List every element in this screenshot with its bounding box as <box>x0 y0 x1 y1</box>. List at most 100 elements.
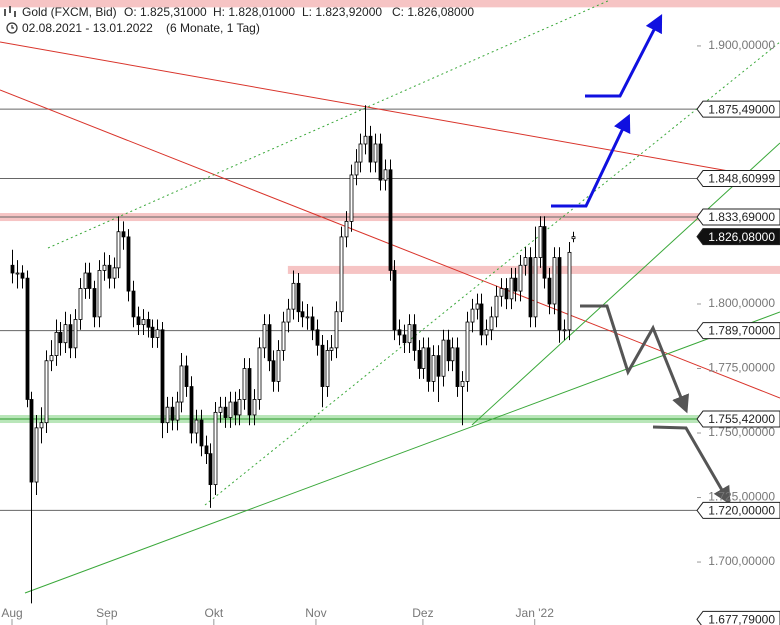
candle-body <box>179 365 184 403</box>
candle-body <box>44 360 49 424</box>
candle-body <box>397 329 402 336</box>
candle-body <box>571 236 576 240</box>
level-label: 1.720,00000 <box>708 504 775 518</box>
level-label: 1.875,49000 <box>708 102 775 116</box>
candle-body <box>170 406 175 421</box>
candle-body <box>34 427 39 483</box>
candle-body <box>484 329 489 336</box>
quote: H: 1.828,01000 <box>213 5 295 19</box>
candle-body <box>412 324 417 351</box>
candle-body <box>49 355 54 362</box>
level-box <box>696 322 780 340</box>
candle-body <box>547 277 552 305</box>
candle-body <box>479 303 484 336</box>
arrows <box>551 13 731 505</box>
y-tick-label: 1.750,00000 <box>708 425 775 439</box>
candle-body <box>436 355 441 377</box>
candle-body <box>475 303 480 310</box>
candle-body <box>523 257 528 266</box>
candle-body <box>228 401 233 418</box>
candle-body <box>315 329 320 346</box>
candle-body <box>184 365 189 387</box>
candle-body <box>218 406 223 413</box>
trend-line <box>24 311 780 594</box>
candle-body <box>276 350 281 382</box>
candle-body <box>165 406 170 424</box>
scenario-arrow <box>580 304 689 414</box>
candle-body <box>146 319 151 328</box>
candle-body <box>286 308 291 323</box>
candle-body <box>97 270 102 318</box>
y-tick-label: 1.725,00000 <box>708 490 775 504</box>
candle-body <box>494 295 499 318</box>
level-label: 1.833,69000 <box>708 210 775 224</box>
candle-body <box>39 422 44 429</box>
trend-line <box>47 0 611 249</box>
candle-body <box>237 399 242 416</box>
level-label: 1.848,60999 <box>708 172 775 186</box>
x-tick-label: Dez <box>412 606 433 620</box>
candle-body <box>262 324 267 349</box>
zone-band <box>0 0 780 8</box>
candle-body <box>63 324 68 344</box>
candle-body <box>305 316 310 319</box>
candle-body <box>363 135 368 145</box>
candle-body <box>208 453 213 486</box>
candle-body <box>213 411 218 486</box>
level-box <box>696 501 780 519</box>
candle-body <box>499 288 504 297</box>
candle-body <box>465 321 470 382</box>
y-tick-label: 1.775,00000 <box>708 361 775 375</box>
scenario-arrow <box>585 13 663 98</box>
candle-body <box>242 368 247 400</box>
trend-lines <box>0 0 780 594</box>
candle-body <box>141 319 146 326</box>
candle-body <box>78 288 83 320</box>
candle-body <box>392 270 397 331</box>
candle-body <box>252 399 257 416</box>
candle-body <box>199 419 204 447</box>
candle-body <box>271 360 276 382</box>
candle-body <box>320 344 325 387</box>
quote: C: 1.826,08000 <box>392 5 474 19</box>
candle-body <box>450 347 455 362</box>
x-tick-label: Nov <box>305 606 326 620</box>
candle-body <box>189 386 194 434</box>
candle-body <box>175 401 180 421</box>
candle-body <box>92 288 97 318</box>
trend-line <box>471 142 780 426</box>
candle-body <box>446 339 451 362</box>
candle-body <box>542 226 547 279</box>
candle-body <box>155 329 160 338</box>
x-tick-label: Jan '22 <box>516 606 555 620</box>
candle-body <box>68 324 73 349</box>
level-label: 1.826,08000 <box>708 230 775 244</box>
quote: L: 1.823,92000 <box>302 5 382 19</box>
candle-body <box>460 380 465 387</box>
candle-body <box>107 264 112 279</box>
candle-body <box>378 143 383 181</box>
candle-body <box>470 308 475 323</box>
candle-body <box>509 277 514 300</box>
candle-body <box>518 264 523 292</box>
candle-body <box>25 277 30 400</box>
candle-body <box>296 282 301 313</box>
header: Gold (FXCM, Bid) O: 1.825,31000 H: 1.828… <box>4 5 474 35</box>
chart-title: Gold (FXCM, Bid) <box>22 5 117 19</box>
level-label: 1.755,42000 <box>708 412 775 426</box>
candle-body <box>417 350 422 369</box>
candle-body <box>557 257 562 331</box>
chart-icon <box>4 6 16 17</box>
candle-body <box>15 272 20 275</box>
candle-body <box>136 316 141 326</box>
candle-body <box>291 282 296 310</box>
candle-body <box>402 334 407 344</box>
candle-body <box>368 135 373 163</box>
scenario-arrow <box>652 425 731 505</box>
candle-body <box>247 368 252 416</box>
period: (6 Monate, 1 Tag) <box>166 21 260 35</box>
candle-body <box>126 236 131 292</box>
candle-body <box>112 267 117 279</box>
candle-body <box>334 311 339 349</box>
